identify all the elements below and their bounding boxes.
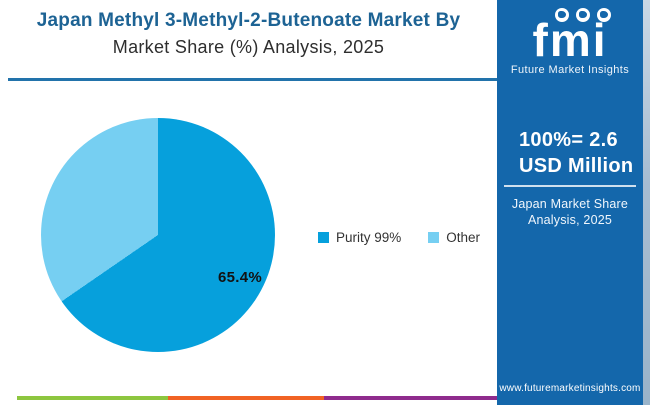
legend-item-purity-99: Purity 99% bbox=[318, 230, 401, 245]
globe-icon bbox=[597, 8, 611, 22]
stat-line-2: USD Million bbox=[519, 155, 634, 177]
legend-label-other: Other bbox=[446, 230, 481, 245]
sidebar-divider bbox=[504, 185, 636, 187]
legend-swatch-purity-99 bbox=[318, 232, 329, 243]
legend-label-purity-99: Purity 99% bbox=[336, 230, 402, 245]
pie-slice-label: 65.4% bbox=[218, 269, 263, 286]
analysis-note: Japan Market Share Analysis, 2025 bbox=[497, 196, 643, 228]
logo-wordmark: fmi bbox=[532, 14, 608, 66]
website-link[interactable]: www.futuremarketinsights.com bbox=[499, 383, 641, 394]
sidebar-edge-strip bbox=[643, 0, 650, 405]
page-title: Japan Methyl 3-Methyl-2-Butenoate Market… bbox=[36, 10, 461, 31]
legend-item-other: Other bbox=[428, 230, 480, 245]
pie-chart bbox=[41, 118, 275, 352]
logo-globe-icons bbox=[523, 8, 643, 22]
globe-icon bbox=[555, 8, 569, 22]
note-line-2: Analysis, 2025 bbox=[527, 213, 613, 227]
stat-line-1: 100%= 2.6 bbox=[519, 129, 618, 151]
footer-color-stripe bbox=[17, 396, 497, 400]
chart-legend: Purity 99% Other bbox=[318, 230, 480, 245]
fmi-logo: fmi Future Market Insights bbox=[497, 8, 643, 76]
chart-panel: Japan Methyl 3-Methyl-2-Butenoate Market… bbox=[0, 7, 497, 352]
stripe-orange bbox=[168, 396, 324, 400]
legend-swatch-other bbox=[428, 232, 440, 243]
sidebar: fmi Future Market Insights 100%= 2.6 USD… bbox=[497, 0, 650, 405]
stripe-purple bbox=[324, 396, 497, 400]
globe-icon bbox=[576, 8, 590, 22]
logo-tagline: Future Market Insights bbox=[510, 64, 630, 76]
page-subtitle: Market Share (%) Analysis, 2025 bbox=[112, 37, 385, 57]
header-divider bbox=[8, 78, 497, 81]
market-size-stat: 100%= 2.6 USD Million bbox=[519, 127, 640, 179]
stripe-green bbox=[17, 396, 168, 400]
header: Japan Methyl 3-Methyl-2-Butenoate Market… bbox=[0, 7, 497, 61]
note-line-1: Japan Market Share bbox=[511, 197, 629, 211]
